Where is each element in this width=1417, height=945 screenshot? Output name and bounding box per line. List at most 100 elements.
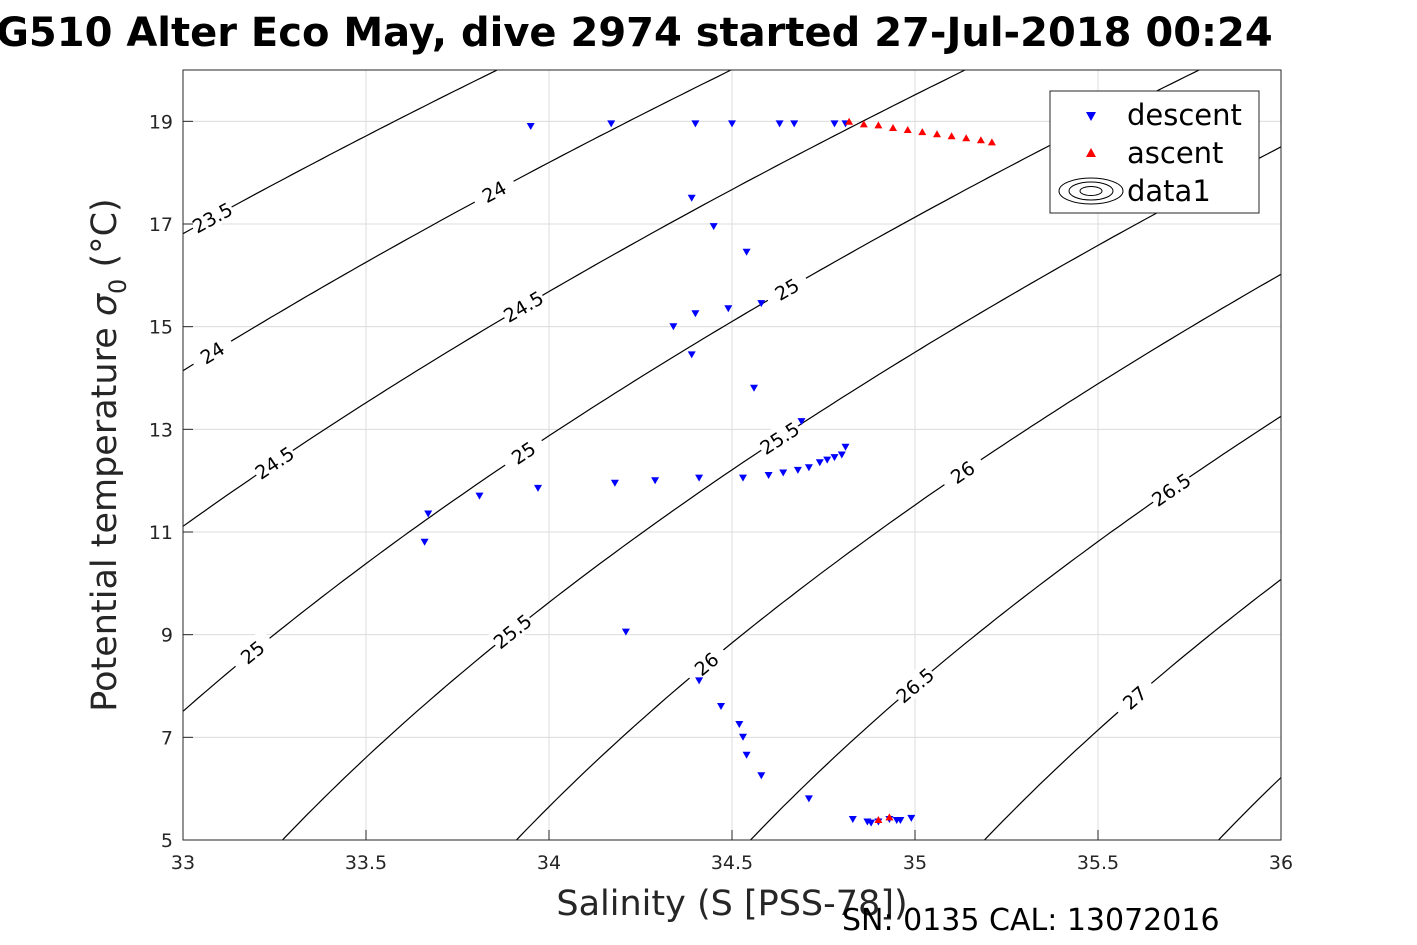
ascent-point [976, 136, 985, 144]
x-tick-label: 34.5 [711, 852, 753, 874]
series-ascent [845, 117, 996, 823]
descent-point [742, 248, 751, 256]
x-tick-label: 33.5 [345, 852, 387, 874]
y-axis-label-unit: (°C) [85, 198, 125, 278]
legend-label-descent: descent [1127, 98, 1242, 132]
ascent-point [874, 121, 883, 129]
descent-point [804, 464, 813, 472]
contour-label: 27 [1110, 674, 1158, 720]
descent-point [815, 459, 824, 467]
descent-point [841, 443, 850, 451]
descent-point [728, 120, 736, 128]
descent-point [804, 795, 813, 803]
descent-point [691, 120, 700, 128]
descent-point [687, 194, 696, 202]
contour-label: 25 [227, 629, 276, 674]
ascent-point [918, 128, 927, 136]
descent-point [610, 479, 619, 487]
descent-point [837, 451, 846, 459]
y-tick-label: 17 [149, 214, 173, 236]
ascent-point [947, 132, 956, 140]
isopycnal-contour [749, 415, 1281, 840]
x-tick-labels: 33 33.5 34 34.5 35 35.5 36 [171, 852, 1293, 874]
descent-point [830, 120, 839, 128]
contour-label: 25.5 [754, 416, 804, 460]
isopycnal-contour [515, 273, 1281, 840]
x-tick-label: 36 [1269, 852, 1293, 874]
x-axis-label: Salinity (S [PSS-78]) [556, 884, 907, 924]
y-axis-label-subscript: 0 [104, 279, 132, 294]
ascent-point [885, 813, 894, 821]
descent-point [651, 477, 660, 485]
x-tick-label: 35.5 [1077, 852, 1119, 874]
descent-point [669, 323, 678, 331]
data-series [420, 117, 996, 827]
contour-label: 25 [498, 430, 548, 474]
y-axis-label-main: Potential temperature [85, 316, 125, 712]
triangle-down-marker [1086, 112, 1096, 121]
contour-icon [1058, 177, 1124, 205]
descent-point [775, 120, 784, 128]
legend: descent ascent data1 [1049, 90, 1260, 214]
ascent-point [845, 117, 854, 125]
descent-point [823, 456, 832, 464]
descent-point [691, 310, 700, 318]
descent-point [830, 454, 839, 462]
contour-label: 25 [761, 267, 811, 309]
y-axis-label: Potential temperature σ0 (°C) [85, 198, 132, 711]
descent-point [607, 120, 616, 128]
axes [182, 69, 1282, 841]
descent-point [475, 492, 484, 500]
svg-text:25.5: 25.5 [490, 610, 537, 654]
descent-point [709, 223, 718, 231]
descent-point [757, 300, 766, 308]
descent-point [739, 733, 747, 741]
y-tick-labels: 5 7 9 11 13 15 17 19 [149, 111, 173, 852]
descent-point [717, 703, 725, 710]
contour-label: 23.5 [187, 196, 237, 238]
descent-point [695, 474, 704, 482]
contour-labels: 23.5242424.524.525252525.525.5262626.526… [187, 170, 1195, 720]
descent-point [621, 628, 630, 636]
y-tick-label: 9 [161, 625, 173, 647]
descent-point [797, 418, 806, 426]
series-descent [420, 120, 916, 827]
ascent-point [987, 138, 996, 146]
descent-point [790, 120, 799, 128]
descent-point [757, 772, 766, 780]
descent-point [739, 474, 747, 482]
descent-point [724, 305, 733, 313]
descent-point [848, 816, 857, 823]
descent-point [907, 814, 916, 822]
y-tick-label: 11 [149, 522, 173, 544]
y-tick-label: 15 [149, 317, 173, 339]
chart-title: SG510 Alter Eco May, dive 2974 started 2… [0, 10, 1273, 56]
descent-point [526, 123, 535, 130]
descent-point [424, 510, 433, 518]
triangle-up-marker [1086, 148, 1096, 157]
y-tick-label: 13 [149, 419, 173, 441]
ascent-point [962, 134, 971, 142]
descent-point [793, 466, 802, 474]
descent-point [420, 538, 429, 546]
isopycnal-contour [1217, 776, 1281, 840]
serial-calibration-footer: SN: 0135 CAL: 13072016 [842, 903, 1220, 938]
descent-point [687, 351, 696, 359]
contour-label: 24.5 [249, 440, 299, 484]
density-contours [183, 70, 1281, 840]
descent-point [892, 817, 901, 824]
y-tick-label: 19 [149, 111, 173, 133]
x-tick-label: 35 [903, 852, 927, 874]
x-tick-label: 34 [537, 852, 561, 874]
ascent-point [889, 124, 897, 131]
descent-point [695, 677, 704, 685]
ascent-point [859, 120, 868, 128]
descent-point [779, 469, 788, 477]
contour-label: 25.5 [487, 608, 537, 654]
contour-label: 26 [937, 449, 987, 493]
contour-label: 24 [187, 331, 237, 373]
contour-label: 26.5 [1146, 467, 1195, 511]
descent-point [750, 384, 758, 392]
descent-point [534, 484, 542, 492]
